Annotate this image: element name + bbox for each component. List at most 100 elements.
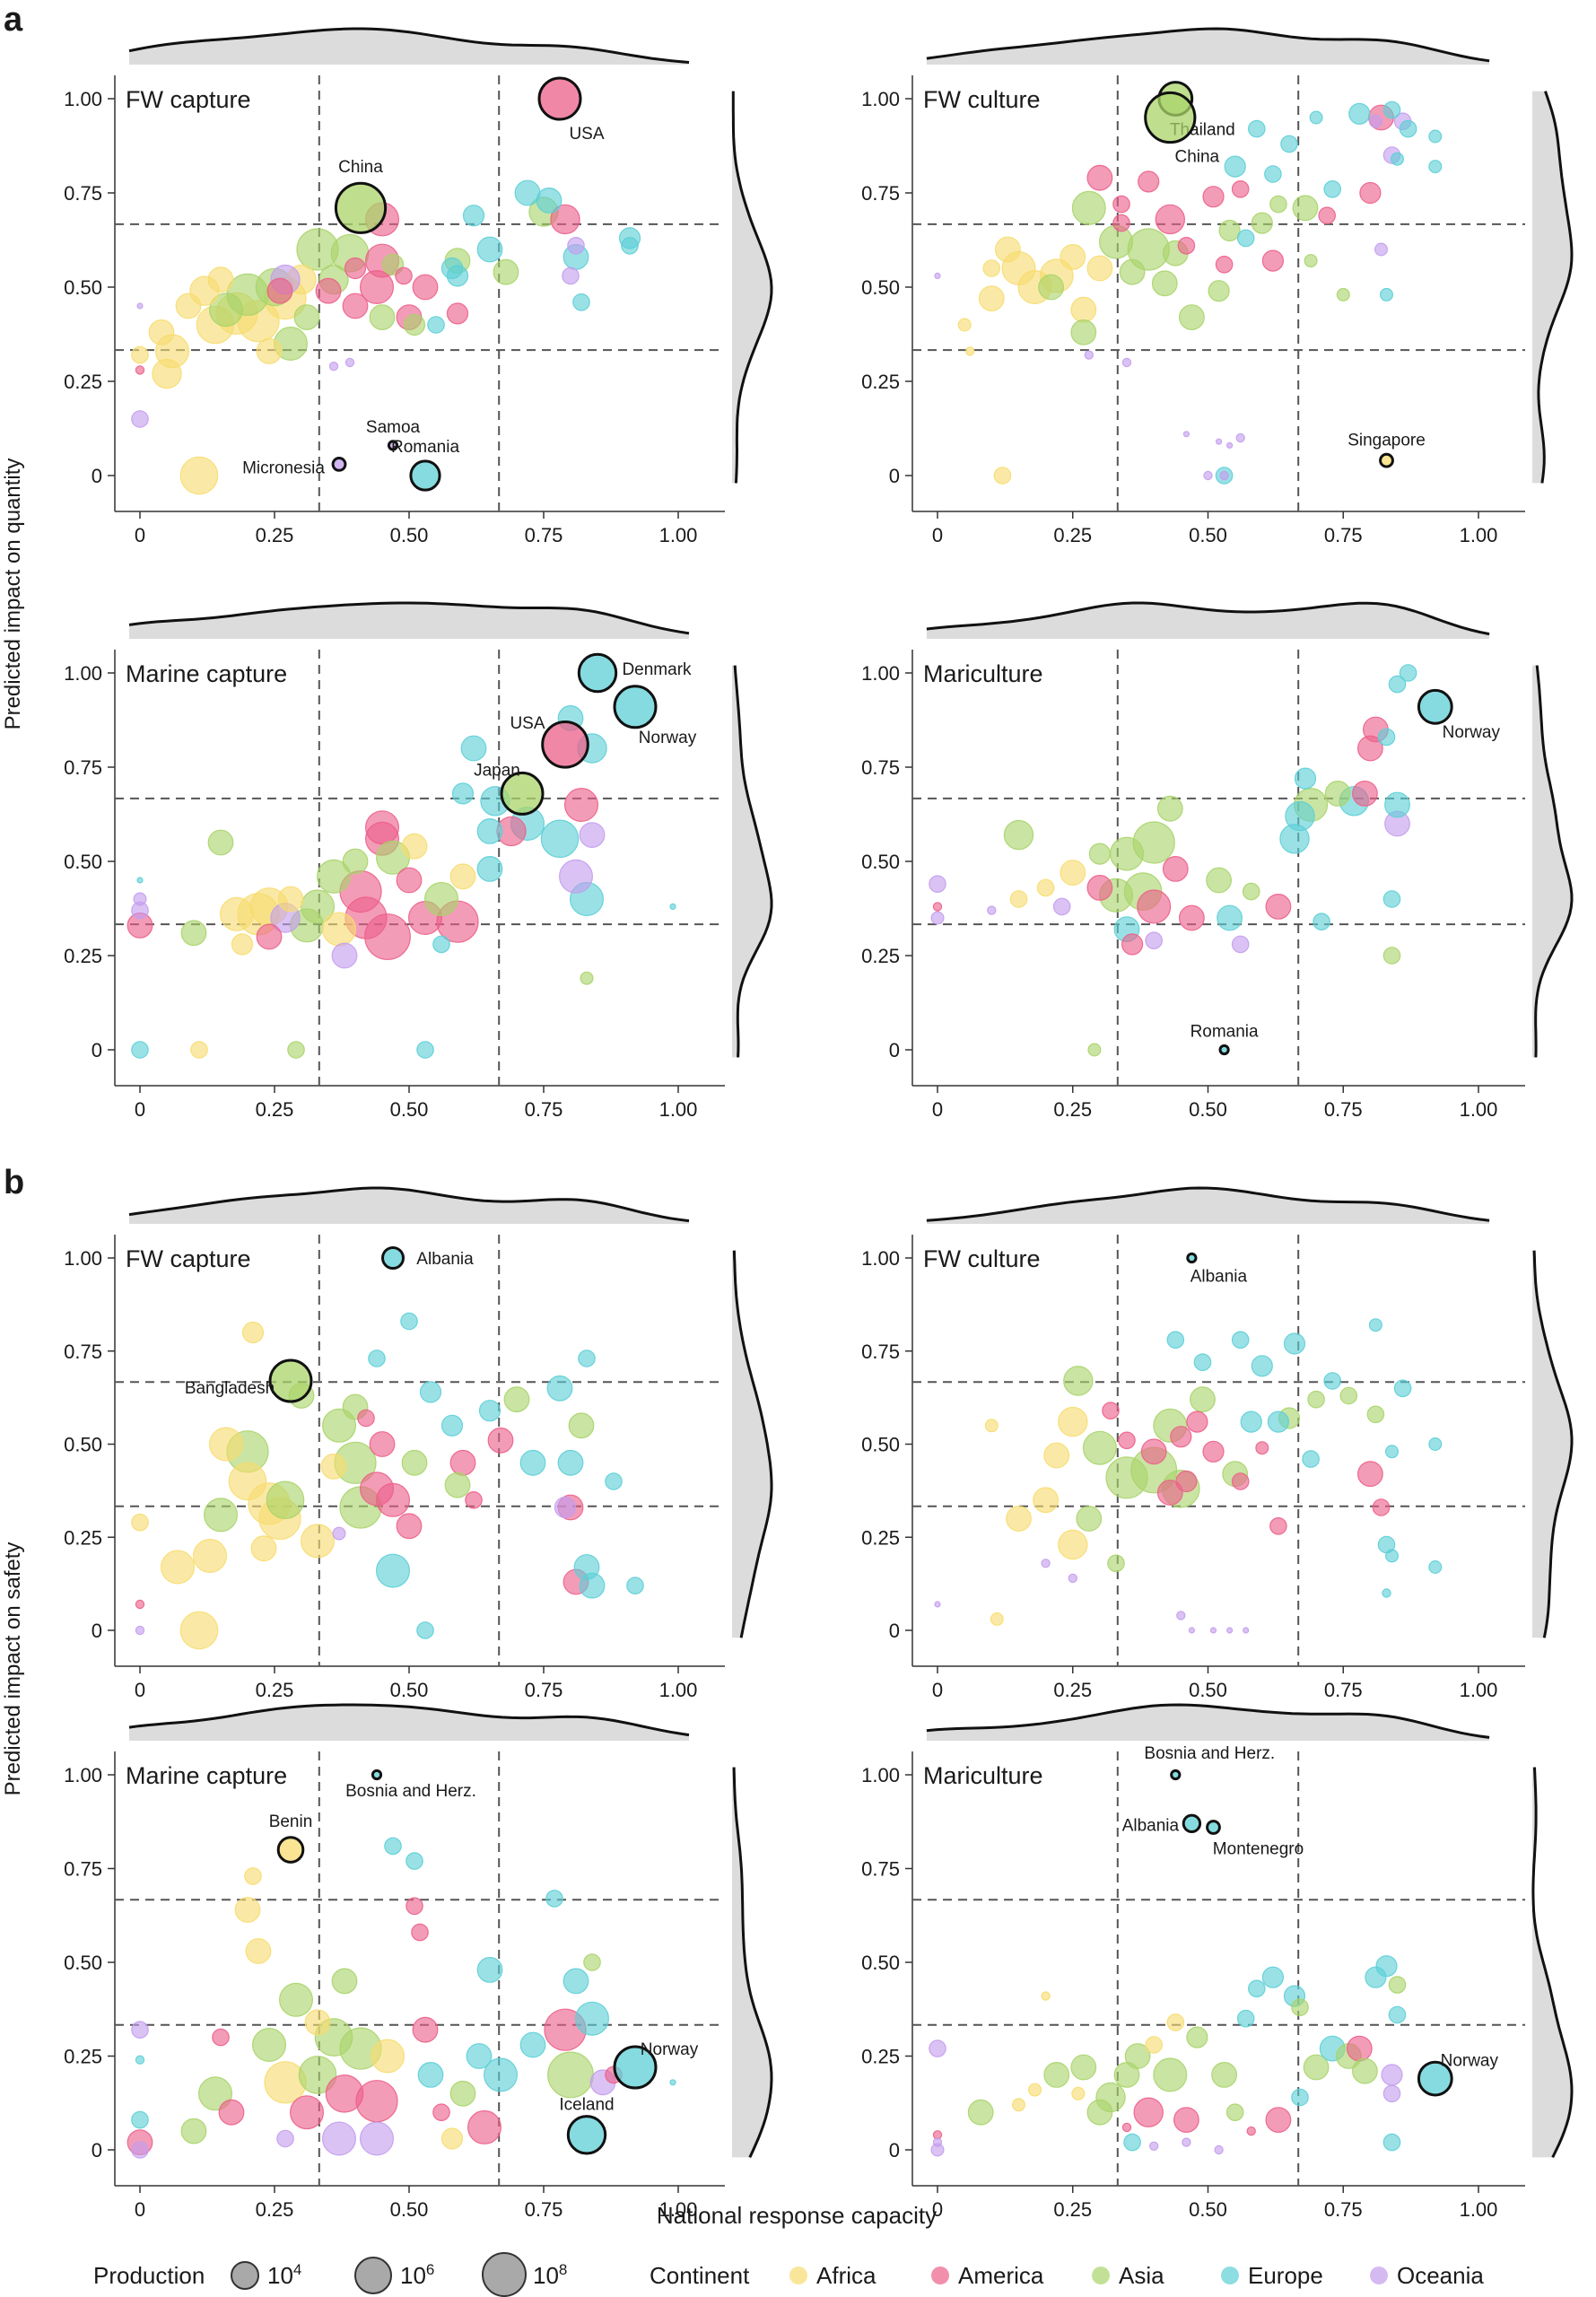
data-point-oceania (131, 2141, 149, 2159)
data-point-oceania (1225, 441, 1234, 449)
y-tick-label: 1.00 (861, 1764, 900, 1786)
data-point-america (1265, 894, 1292, 920)
y-tick-label: 0.25 (64, 371, 102, 393)
panel-5-fw-culture: 0 0 0.25 0.25 0.50 0.50 0.75 0.75 1.00 1.00 Albani… (861, 1186, 1574, 1701)
data-point-america (1156, 1480, 1183, 1506)
data-point-europe (1236, 229, 1255, 248)
data-point-oceania (558, 859, 593, 894)
x-tick-label: 0 (135, 524, 145, 546)
data-point-america (1175, 1470, 1198, 1493)
data-point-europe (669, 903, 676, 911)
data-point-oceania (1231, 935, 1250, 954)
x-density-fill (926, 29, 1490, 65)
data-point-america (342, 293, 369, 319)
data-point-africa (190, 1041, 208, 1059)
data-point-europe (451, 782, 475, 805)
data-point-europe (1261, 1966, 1285, 1988)
data-point-america (467, 2109, 501, 2144)
data-point-asia (1086, 2099, 1113, 2126)
highlight-label: Bosnia and Herz. (1144, 1744, 1275, 1763)
data-point-america (396, 1513, 423, 1540)
data-point-asia (1292, 195, 1319, 222)
data-point-africa (371, 2039, 406, 2074)
data-point-africa (131, 345, 149, 364)
x-tick-label: 0.25 (256, 1679, 294, 1701)
data-point-europe (1240, 1411, 1262, 1433)
data-point-america (1359, 181, 1382, 205)
data-point-america (1118, 1431, 1136, 1450)
data-point-asia (401, 1449, 428, 1476)
x-axis-label: National response capacity (657, 2202, 937, 2229)
data-point-europe (136, 877, 144, 884)
panel-title: FW capture (126, 86, 251, 113)
y-tick-label: 0.75 (64, 182, 102, 205)
data-point-europe (131, 1041, 149, 1059)
data-point-africa (175, 293, 202, 319)
data-point-africa (244, 1867, 262, 1885)
data-point-europe (1309, 110, 1323, 125)
highlight-point (577, 652, 618, 694)
panel-1-fw-culture: 000.250.250.500.500.750.751.001.00Thaila… (861, 27, 1574, 546)
y-density-fill (1532, 1767, 1572, 2158)
data-point-asia (1225, 2103, 1244, 2121)
data-point-europe (1368, 1318, 1382, 1332)
highlight-point (1206, 1820, 1221, 1835)
data-point-europe (519, 1449, 546, 1476)
data-point-america (1112, 195, 1130, 214)
data-point-europe (476, 818, 503, 844)
data-point-africa (245, 1938, 272, 1964)
data-point-america (256, 923, 283, 950)
highlight-label: Albania (416, 1250, 474, 1269)
panel-title: Marine capture (126, 1762, 287, 1789)
legend-africa-swatch (789, 2266, 807, 2284)
data-point-africa (957, 318, 972, 332)
legend-oceania-swatch (1370, 2266, 1388, 2284)
data-point-oceania (131, 2021, 149, 2039)
data-point-asia (503, 1386, 530, 1413)
highlight-point (334, 181, 388, 234)
data-point-asia (252, 2028, 287, 2063)
data-point-asia (449, 2080, 476, 2107)
data-point-africa (1070, 296, 1097, 323)
data-point-europe (572, 293, 590, 311)
data-point-america (446, 302, 469, 325)
data-point-oceania (1188, 1627, 1196, 1634)
legend-oceania-label: Oceania (1397, 2262, 1484, 2289)
data-point-oceania (1225, 1627, 1234, 1634)
data-point-oceania (929, 2039, 946, 2057)
y-tick-label: 1.00 (861, 662, 900, 685)
data-point-oceania (135, 1625, 145, 1636)
data-point-oceania (1209, 1627, 1217, 1634)
data-point-europe (1388, 2005, 1407, 2024)
y-tick-label: 0.75 (861, 1858, 900, 1881)
data-point-america (1186, 1411, 1208, 1433)
data-point-asia (1088, 843, 1112, 865)
data-point-asia (1071, 190, 1106, 225)
data-point-asia (1107, 1554, 1125, 1573)
data-point-europe (462, 205, 485, 227)
data-point-oceania (136, 302, 144, 310)
y-tick-label: 0 (92, 1620, 102, 1642)
data-point-asia (1076, 1506, 1103, 1532)
data-point-africa (1071, 2086, 1086, 2100)
data-point-america (1102, 1402, 1120, 1419)
legend-africa-label: Africa (816, 2262, 876, 2289)
x-tick-label: 1.00 (1460, 2198, 1498, 2221)
x-tick-label: 1.00 (1460, 524, 1498, 546)
data-point-america (212, 2028, 230, 2047)
legend-europe-swatch (1221, 2266, 1239, 2284)
data-point-africa (256, 338, 283, 364)
y-tick-label: 0.25 (861, 371, 900, 393)
y-tick-label: 0 (92, 465, 102, 487)
x-density-fill (129, 1188, 689, 1224)
data-point-asia (1190, 1386, 1216, 1413)
data-point-asia (1336, 287, 1350, 301)
data-point-asia (1218, 219, 1241, 242)
data-point-africa (449, 863, 476, 890)
data-point-europe (574, 2001, 609, 2036)
data-point-africa (1041, 1991, 1051, 2001)
data-point-asia (1242, 882, 1260, 901)
data-point-europe (1382, 1588, 1391, 1598)
data-point-asia (1156, 795, 1183, 822)
data-point-asia (322, 1408, 357, 1443)
